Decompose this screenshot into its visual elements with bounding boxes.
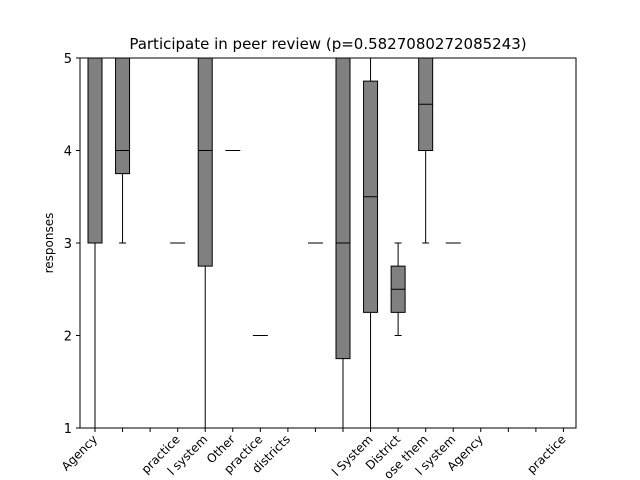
x-tick-label: practice: [524, 432, 568, 476]
box-5: [197, 57, 213, 429]
y-tick-label: 3: [64, 237, 72, 252]
x-tick-label: Agency: [59, 432, 100, 473]
box-body: [87, 57, 103, 244]
box-11: [363, 57, 379, 429]
y-tick-label: 2: [64, 330, 72, 345]
plot-area-frame: [79, 57, 577, 429]
y-tick-label: 5: [64, 52, 72, 67]
box-body: [197, 57, 213, 267]
y-axis: 1 2 3 4 5: [64, 52, 80, 437]
box-body: [335, 57, 351, 360]
box-12: [390, 242, 406, 336]
box-1: [87, 57, 103, 429]
box-2: [115, 57, 131, 244]
y-tick-label: 4: [64, 145, 72, 160]
plot-marks: [87, 57, 461, 429]
box-13: [418, 57, 434, 244]
y-axis-label: responses: [42, 213, 56, 274]
y-tick-label: 1: [64, 422, 72, 437]
chart-title: Participate in peer review (p=0.58270802…: [129, 35, 526, 53]
box-body: [115, 57, 131, 175]
box-10: [335, 57, 351, 429]
